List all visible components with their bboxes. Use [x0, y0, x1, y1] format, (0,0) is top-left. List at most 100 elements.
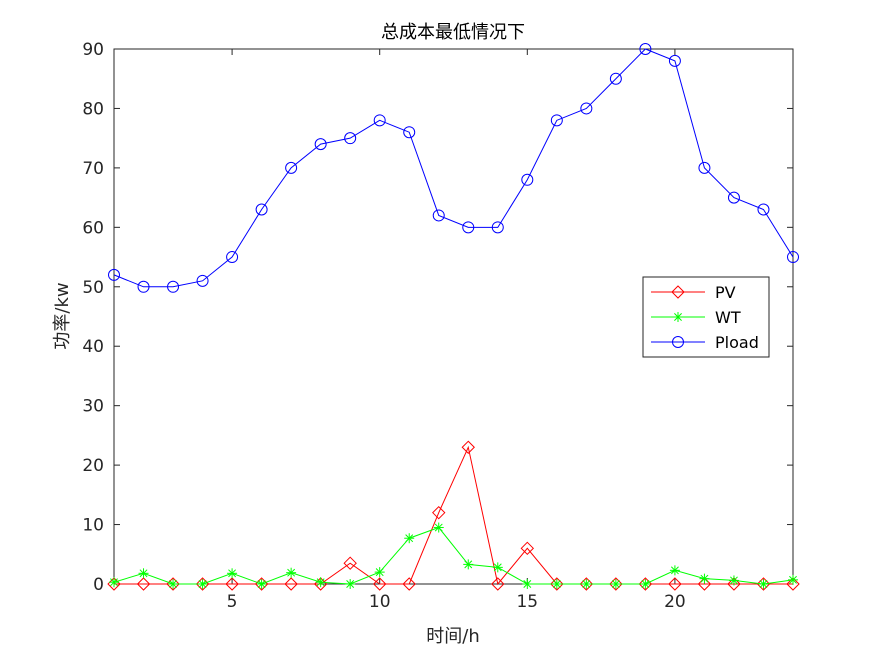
series-pload-line [113, 48, 794, 288]
y-tick-label: 50 [82, 278, 104, 298]
x-axis-title: 时间/h [426, 626, 479, 647]
series-pv-point [727, 577, 741, 591]
series-wt-point [345, 579, 356, 589]
series-wt-point [640, 579, 651, 589]
series-pload-point [344, 132, 357, 145]
series-wt-point [315, 577, 326, 588]
series-wt-point [227, 568, 238, 579]
legend-label-pv: PV [715, 283, 736, 302]
x-tick-label: 5 [227, 592, 238, 612]
series-pv-point [697, 577, 712, 591]
x-tick-label: 15 [516, 592, 538, 612]
series-pload-point [314, 138, 327, 151]
y-tick-label: 0 [93, 575, 104, 595]
series-pv-point [609, 577, 623, 591]
series-pload-point [432, 209, 445, 222]
series-pload-point [226, 251, 239, 264]
series-pv-point [550, 577, 564, 591]
series-pv-point [225, 577, 239, 591]
y-tick-label: 10 [82, 516, 104, 536]
series-pload-point [609, 72, 622, 85]
series-pv-point [520, 541, 535, 556]
series-wt-point [374, 567, 385, 578]
legend-marker-pload [672, 336, 684, 348]
series-wt-point [581, 579, 592, 589]
series-pv-point [166, 577, 180, 591]
series-pv [107, 440, 800, 591]
series-wt-point [788, 574, 798, 585]
series-pload-point [787, 251, 799, 264]
series-pv-point [195, 577, 210, 591]
series-pload-point [580, 102, 593, 115]
series-pv-point [372, 577, 387, 591]
series-wt-point [610, 579, 621, 589]
series-layer [107, 43, 800, 591]
series-wt-point [256, 579, 267, 589]
series-pload-point [698, 161, 711, 174]
series-pload-point [285, 161, 298, 174]
series-pv-point [284, 577, 298, 591]
legend-marker-wt [673, 312, 683, 322]
series-wt-point [699, 573, 710, 584]
series-wt-point [433, 522, 444, 533]
series-wt-point [669, 565, 680, 576]
series-pv-point [432, 505, 446, 520]
series-pload-point [491, 221, 504, 234]
series-wt-point [286, 567, 297, 578]
series-pv-point [756, 577, 771, 591]
y-tick-label: 60 [82, 218, 104, 238]
series-pload-point [462, 221, 475, 234]
series-pload-point [108, 268, 120, 281]
axis-ticks: 5 10 15 20 0 10 20 30 40 50 60 70 80 90 [82, 40, 793, 612]
legend-entry-pload: Pload [651, 333, 759, 352]
series-wt-point [492, 562, 503, 573]
series-pload-point [521, 173, 534, 186]
legend-entry-wt: WT [651, 308, 741, 327]
x-tick-label: 10 [369, 592, 391, 612]
series-wt-point [109, 577, 119, 588]
series-pload-point [137, 280, 150, 293]
y-tick-label: 30 [82, 397, 104, 417]
series-pv-point [786, 577, 800, 591]
series-pload-point [668, 54, 681, 67]
series-pv-point [402, 577, 416, 591]
legend: PV WT Pload [642, 276, 770, 358]
series-pload-point [550, 114, 563, 127]
series-wt [109, 522, 798, 589]
series-pload-point [727, 191, 740, 204]
series-pload [108, 43, 799, 293]
legend-entry-pv: PV [651, 283, 736, 302]
y-tick-label: 80 [82, 99, 104, 119]
legend-marker-pv [671, 285, 685, 299]
chart-title: 总成本最低情况下 [381, 22, 525, 43]
series-pv-point [491, 577, 505, 591]
series-wt-point [168, 579, 179, 589]
series-wt-point [138, 568, 149, 579]
y-tick-label: 70 [82, 159, 104, 179]
series-pv-point [579, 577, 594, 591]
series-wt-point [463, 559, 474, 570]
series-pv-line [114, 445, 793, 586]
series-pload-point [639, 43, 652, 55]
series-wt-point [197, 579, 208, 589]
series-pload-point [757, 203, 770, 216]
series-pv-point [461, 440, 475, 454]
series-wt-point [404, 533, 415, 544]
series-wt-point [551, 579, 562, 589]
series-pload-point [196, 274, 209, 287]
series-pv-point [343, 556, 357, 570]
legend-label-pload: Pload [715, 333, 759, 352]
y-tick-label: 20 [82, 456, 104, 476]
x-tick-label: 20 [664, 592, 686, 612]
legend-label-wt: WT [715, 308, 741, 327]
series-wt-point [728, 575, 739, 586]
series-pv-point [668, 577, 682, 591]
series-pload-point [255, 203, 268, 216]
series-pv-point [136, 577, 151, 591]
series-pload-point [373, 114, 386, 127]
series-pload-point [167, 280, 180, 293]
series-pload-point [403, 126, 416, 139]
series-wt-point [758, 579, 769, 589]
series-wt-line [113, 526, 794, 585]
